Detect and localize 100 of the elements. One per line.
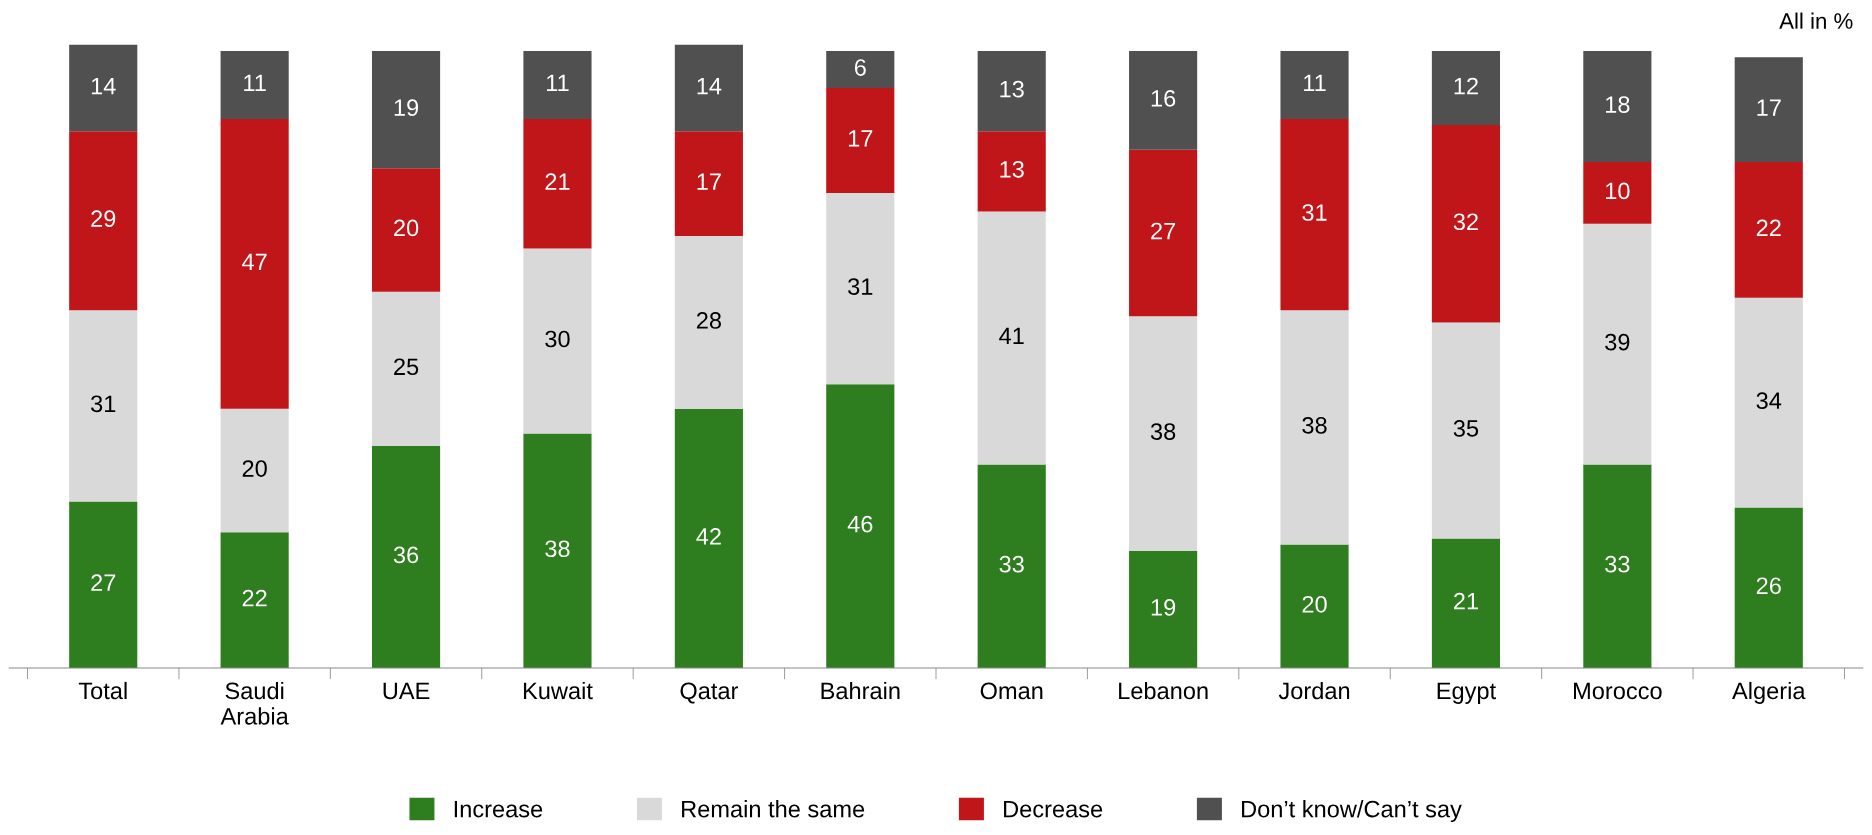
x-tick-label: Total [78,681,127,700]
bar [1583,162,1652,224]
bar [826,192,895,385]
bar [1583,464,1652,668]
x-tick-label: Saudi Arabia [220,681,289,725]
bar [371,168,441,292]
data-label: 14 [91,77,116,95]
data-label: 27 [91,574,116,591]
bar [371,445,441,668]
text: All in % [1779,12,1853,29]
data-label: 28 [696,312,721,329]
x-tick-label: Bahrain [821,681,900,700]
data-label: 11 [244,74,266,92]
bar [674,131,743,237]
bar [1431,125,1501,323]
bar [826,51,895,89]
bar [1129,550,1198,668]
bar [220,532,289,668]
data-label: 13 [1000,80,1024,98]
data-label: 38 [1302,417,1327,434]
bar [1129,51,1198,150]
bar [674,236,743,409]
x-tick-label: Egypt [1437,682,1496,704]
bar [1583,223,1652,465]
data-label: 35 [1453,420,1479,437]
x-tick-label: Kuwait [523,681,593,700]
bar [1280,51,1349,119]
bar [977,51,1046,132]
bar [371,291,441,446]
data-label: 30 [545,330,570,348]
data-label: 17 [1757,99,1781,116]
legend-label: Remain the same [682,800,865,818]
bar [674,408,743,668]
x-tick-label: Qatar [680,682,739,704]
bar [523,433,592,668]
bar [977,464,1046,668]
data-label: 17 [697,173,721,190]
x-tick-label: UAE [383,682,430,700]
data-label: 11 [547,74,569,92]
data-label: 38 [1150,423,1176,440]
bar [1734,162,1803,298]
data-label: 21 [545,173,570,190]
bar [674,44,743,132]
bar [523,118,592,249]
data-label: 47 [242,253,267,270]
bar [1280,544,1349,668]
data-label: 22 [242,589,267,607]
data-label: 26 [1756,577,1781,595]
bar [1129,149,1198,317]
data-label: 11 [1304,74,1326,92]
data-label: 22 [1756,219,1781,237]
data-label: 18 [1606,96,1630,113]
data-label: 33 [1605,555,1630,573]
bar [1583,51,1652,163]
data-label: 33 [999,555,1024,573]
data-label: 31 [1302,204,1327,221]
legend-label: Decrease [1004,800,1103,818]
bar [1280,310,1349,545]
bar [523,248,592,434]
data-label: 19 [1151,599,1176,616]
bar [220,51,289,119]
data-label: 36 [393,546,419,564]
legend-label: Increase [454,800,543,818]
data-label: 13 [1000,160,1024,178]
bar [69,310,138,502]
x-tick-label: Morocco [1574,682,1662,700]
bar [1431,538,1501,668]
data-label: 6 [854,59,866,76]
bar [69,501,138,668]
data-label: 10 [1606,182,1630,200]
data-label: 14 [697,77,722,95]
data-label: 12 [1454,77,1478,95]
x-tick-label: Lebanon [1119,681,1208,700]
data-label: 20 [242,460,267,477]
bar [523,51,592,119]
bar [1431,322,1501,539]
data-label: 16 [1151,90,1176,107]
data-label: 27 [1151,222,1176,240]
data-label: 42 [696,528,721,545]
legend-label: Don’t know/Can’t say [1242,800,1462,823]
bar [977,131,1046,212]
x-tick-label: Algeria [1732,681,1806,704]
bar [1129,316,1198,551]
bar [69,131,138,311]
data-label: 32 [1453,213,1478,231]
bar [69,44,138,132]
bar [1431,51,1501,126]
bar [1734,507,1803,668]
data-label: 20 [394,219,419,237]
data-label: 31 [848,278,873,295]
data-label: 46 [847,515,873,533]
data-label: 34 [1756,392,1782,410]
bar [1280,118,1349,311]
data-label: 17 [848,130,873,147]
bar [220,118,289,409]
bar [220,408,289,533]
data-label: 39 [1605,333,1630,351]
data-label: 41 [999,327,1024,345]
bar [826,384,895,668]
bar [826,88,895,193]
